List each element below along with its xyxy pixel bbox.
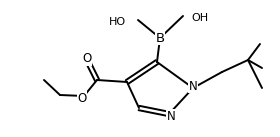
Text: B: B (155, 32, 165, 45)
Text: O: O (82, 52, 92, 65)
Text: N: N (189, 79, 197, 92)
Text: N: N (167, 109, 175, 122)
Text: HO: HO (109, 17, 126, 27)
Text: OH: OH (191, 13, 208, 23)
Text: O: O (77, 92, 87, 105)
